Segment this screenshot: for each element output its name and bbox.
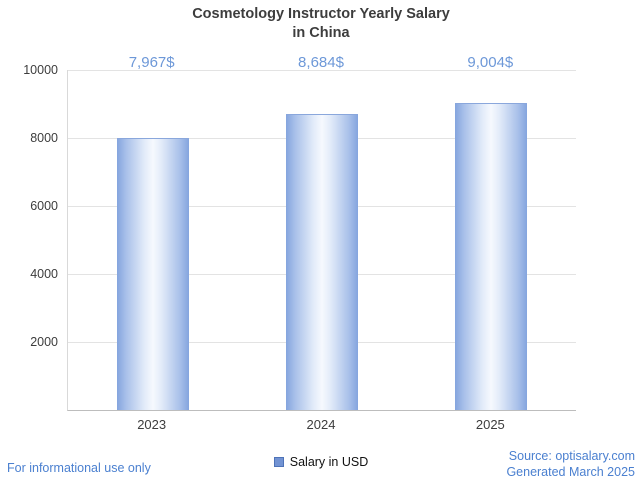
source-link[interactable]: Source: optisalary.com <box>508 449 635 463</box>
bar-2023 <box>116 138 189 410</box>
y-tick-label: 4000 <box>30 267 58 281</box>
chart-title-line2: in China <box>292 24 350 41</box>
x-tick-label: 2023 <box>137 417 167 432</box>
y-tick-label: 8000 <box>30 131 58 145</box>
legend-swatch-icon <box>273 457 284 467</box>
legend-item-salary-in-usd[interactable]: Salary in USD <box>0 455 642 469</box>
x-tick-label: 2024 <box>306 417 336 432</box>
value-labels-row: 7,967$ 8,684$ 9,004$ <box>67 54 575 74</box>
y-tick-label: 10000 <box>23 63 58 77</box>
x-tick-label: 2025 <box>475 417 505 432</box>
bar-2025 <box>455 102 528 410</box>
chart-title-line1: Cosmetology Instructor Yearly Salary <box>192 6 450 22</box>
value-label: 8,684$ <box>298 54 344 71</box>
plot-area <box>67 69 576 411</box>
value-label: 7,967$ <box>128 54 175 71</box>
y-axis: 2000 4000 6000 8000 10000 <box>0 63 62 410</box>
disclaimer-text: For informational use only <box>7 461 151 475</box>
x-axis: 2023 2024 2025 <box>67 417 575 435</box>
generated-date: Generated March 2025 <box>506 464 635 479</box>
y-tick-label: 6000 <box>30 199 58 213</box>
gridline <box>68 69 576 71</box>
legend-label: Salary in USD <box>289 455 369 469</box>
chart-title: Cosmetology Instructor Yearly Salary in … <box>0 5 642 43</box>
y-tick-label: 2000 <box>30 335 58 349</box>
footer-attribution: Source: optisalary.com Generated March 2… <box>506 449 635 480</box>
bar-2024 <box>286 113 358 410</box>
value-label: 9,004$ <box>467 54 514 71</box>
